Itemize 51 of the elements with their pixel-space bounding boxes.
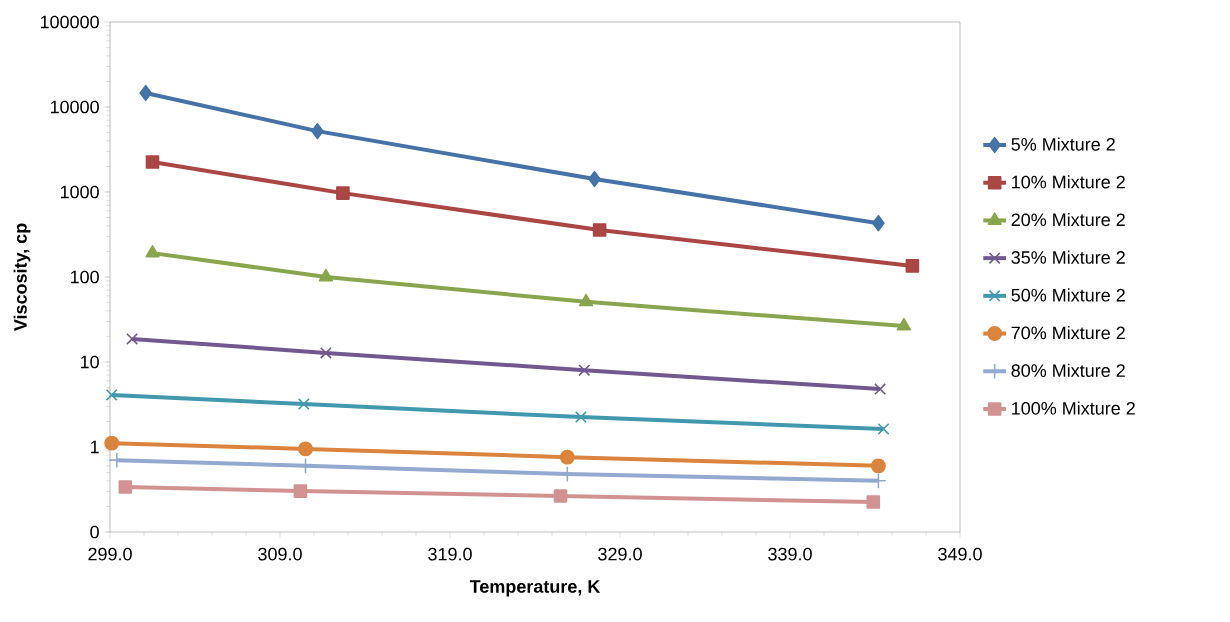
point	[905, 259, 920, 273]
point	[578, 293, 594, 307]
point	[105, 388, 118, 401]
point	[319, 346, 332, 359]
legend-label: 100% Mixture 2	[1012, 401, 1135, 415]
point	[866, 495, 881, 509]
point	[574, 411, 587, 424]
x-tick-label: 309.0	[258, 547, 302, 561]
y-tick-label: 100	[70, 270, 99, 284]
x-tick-label: 329.0	[598, 547, 642, 561]
point	[559, 449, 575, 465]
legend-label: 70% Mixture 2	[1011, 326, 1125, 340]
point	[126, 332, 139, 345]
point	[336, 186, 350, 200]
point	[872, 215, 885, 232]
point	[318, 268, 334, 282]
point	[592, 223, 607, 237]
point	[870, 458, 886, 474]
y-tick-label: 1000	[60, 185, 99, 199]
point	[104, 435, 120, 451]
point	[297, 398, 310, 411]
point	[139, 84, 153, 102]
point	[145, 155, 160, 169]
y-tick-label: 1	[90, 440, 99, 454]
y-tick-label: 100000	[40, 15, 99, 29]
point	[311, 123, 324, 140]
point	[553, 489, 568, 503]
point	[293, 484, 308, 498]
legend-label: 20% Mixture 2	[1011, 212, 1125, 227]
point	[118, 480, 133, 494]
x-tick-label: 319.0	[428, 547, 472, 561]
y-axis-title: Viscosity, cp	[13, 223, 31, 332]
x-tick-label: 349.0	[938, 547, 982, 561]
point	[145, 244, 160, 258]
x-tick-label: 299.0	[88, 547, 132, 561]
y-tick-label: 0	[90, 525, 99, 539]
legend-label: 50% Mixture 2	[1011, 288, 1125, 302]
x-tick-label: 339.0	[768, 547, 812, 561]
legend-label: 5% Mixture 2	[1011, 137, 1115, 151]
y-tick-label: 10	[80, 355, 99, 369]
point	[578, 364, 591, 377]
legend-label: 10% Mixture 2	[1012, 175, 1125, 189]
x-axis-title: Temperature, K	[469, 580, 601, 597]
y-tick-label: 10000	[50, 100, 99, 114]
point	[896, 317, 912, 331]
point	[298, 441, 313, 457]
legend-label: 80% Mixture 2	[1011, 363, 1125, 377]
point	[877, 422, 890, 435]
point	[874, 383, 887, 396]
point	[588, 170, 601, 188]
legend-label: 35% Mixture 2	[1011, 250, 1125, 264]
